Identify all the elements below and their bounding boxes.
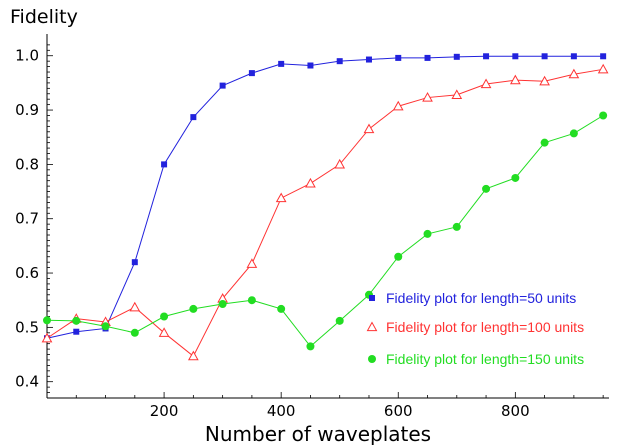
series-1-point xyxy=(512,53,519,60)
series-1-point xyxy=(190,114,197,121)
series-3-point xyxy=(540,138,549,147)
y-tick-label: 0.8 xyxy=(15,155,39,173)
series-2-point xyxy=(188,350,199,361)
series-1-point xyxy=(336,58,343,65)
series-2-point xyxy=(597,63,609,74)
series-3-point xyxy=(101,322,110,331)
series-3-point xyxy=(130,328,139,337)
series-3-point xyxy=(277,304,286,313)
series-1-point xyxy=(395,54,402,61)
x-axis-title: Number of waveplates xyxy=(205,422,431,445)
series-2-point xyxy=(392,100,404,111)
series-2-point xyxy=(334,158,346,169)
series-1-point xyxy=(161,161,168,168)
series-1-point xyxy=(453,53,460,60)
series-3-point xyxy=(72,316,81,325)
series-layer xyxy=(41,53,609,361)
axes: 0.4 0.5 0.6 0.7 0.8 0.9 1.0 200 400 600 800 Fidelit… xyxy=(10,6,609,445)
y-tick-label: 0.6 xyxy=(15,264,39,282)
series-3-line xyxy=(46,115,604,348)
series-2-line xyxy=(46,68,604,357)
series-2-point xyxy=(41,332,53,343)
series-1-line xyxy=(46,55,604,339)
y-tick-label: 0.7 xyxy=(15,210,39,228)
series-1-point xyxy=(365,56,372,63)
series-1-point xyxy=(541,53,548,60)
series-2-point xyxy=(129,301,141,312)
series-1-point xyxy=(307,62,314,69)
series-1-point xyxy=(570,53,577,60)
series-1-point xyxy=(424,54,431,61)
series-2-point xyxy=(451,89,463,99)
legend: Fidelity plot for length=50 units Fidelit… xyxy=(366,290,584,367)
series-2 xyxy=(41,63,609,361)
y-tick-label: 0.5 xyxy=(15,318,39,336)
series-3-point xyxy=(160,312,169,321)
series-2-point xyxy=(509,74,521,85)
series-3-point xyxy=(452,222,461,231)
x-tick-label: 400 xyxy=(267,402,296,420)
series-1-point xyxy=(483,53,490,60)
series-2-point xyxy=(246,258,258,268)
legend-label-3: Fidelity plot for length=150 units xyxy=(386,351,584,367)
x-tick-label: 800 xyxy=(501,402,530,420)
y-tick-label: 0.9 xyxy=(15,101,39,119)
series-2-point xyxy=(480,78,492,89)
series-3-point xyxy=(599,111,608,120)
series-3-point xyxy=(482,184,491,193)
series-2-point xyxy=(275,192,287,203)
legend-label-2: Fidelity plot for length=100 units xyxy=(386,319,584,335)
series-3-point xyxy=(569,129,578,138)
y-tick-label: 0.4 xyxy=(15,373,39,391)
series-2-point xyxy=(158,327,170,337)
y-axis-title: Fidelity xyxy=(10,6,78,28)
series-3-point xyxy=(306,342,315,351)
series-3-point xyxy=(43,316,51,325)
series-3-point xyxy=(189,304,198,313)
series-2-point xyxy=(422,92,433,102)
series-3-point xyxy=(394,252,403,261)
series-3-point xyxy=(218,300,227,309)
series-3-point xyxy=(335,316,344,325)
legend-marker-3 xyxy=(368,355,376,363)
series-1-point xyxy=(73,328,80,335)
series-2-point xyxy=(305,177,316,188)
series-2-point xyxy=(539,75,550,86)
series-3 xyxy=(43,111,608,351)
series-1-point xyxy=(219,82,226,89)
y-tick-label: 1.0 xyxy=(15,47,39,65)
series-1-point xyxy=(278,60,285,67)
legend-label-1: Fidelity plot for length=50 units xyxy=(386,290,576,306)
series-2-point xyxy=(568,68,580,79)
series-1-point xyxy=(600,53,607,60)
series-2-point xyxy=(363,123,375,134)
series-3-point xyxy=(423,229,432,238)
series-3-point xyxy=(511,173,520,182)
x-tick-label: 200 xyxy=(150,402,179,420)
series-1-point xyxy=(248,70,255,77)
legend-marker-1 xyxy=(369,295,375,301)
series-3-point xyxy=(247,296,256,305)
x-tick-label: 600 xyxy=(384,402,413,420)
legend-marker-2 xyxy=(366,321,378,332)
series-1-point xyxy=(131,259,138,266)
